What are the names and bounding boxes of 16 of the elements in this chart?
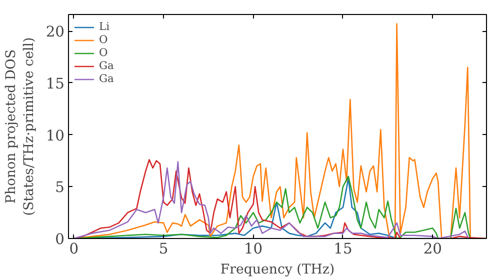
y-tick-label: 10 — [46, 127, 65, 144]
legend-label: O — [99, 33, 109, 46]
legend-label: O — [99, 46, 109, 59]
y-axis-title: Phonon projected DOS (States/THz·primitive cell) — [4, 37, 37, 216]
x-tick-label: 5 — [158, 240, 168, 258]
y-tick-label: 15 — [46, 75, 65, 92]
x-tick-label: 15 — [334, 240, 352, 258]
x-tick-label: 10 — [244, 240, 263, 258]
x-axis-title: Frequency (THz) — [220, 262, 335, 278]
x-tick-label: 0 — [69, 240, 79, 258]
y-tick-label: 5 — [55, 179, 65, 196]
legend-label: Li — [99, 20, 110, 33]
y-tick-label: 20 — [46, 24, 65, 41]
x-tick-label: 20 — [423, 240, 442, 258]
legend-label: Ga — [99, 72, 115, 85]
legend-label: Ga — [99, 59, 115, 72]
